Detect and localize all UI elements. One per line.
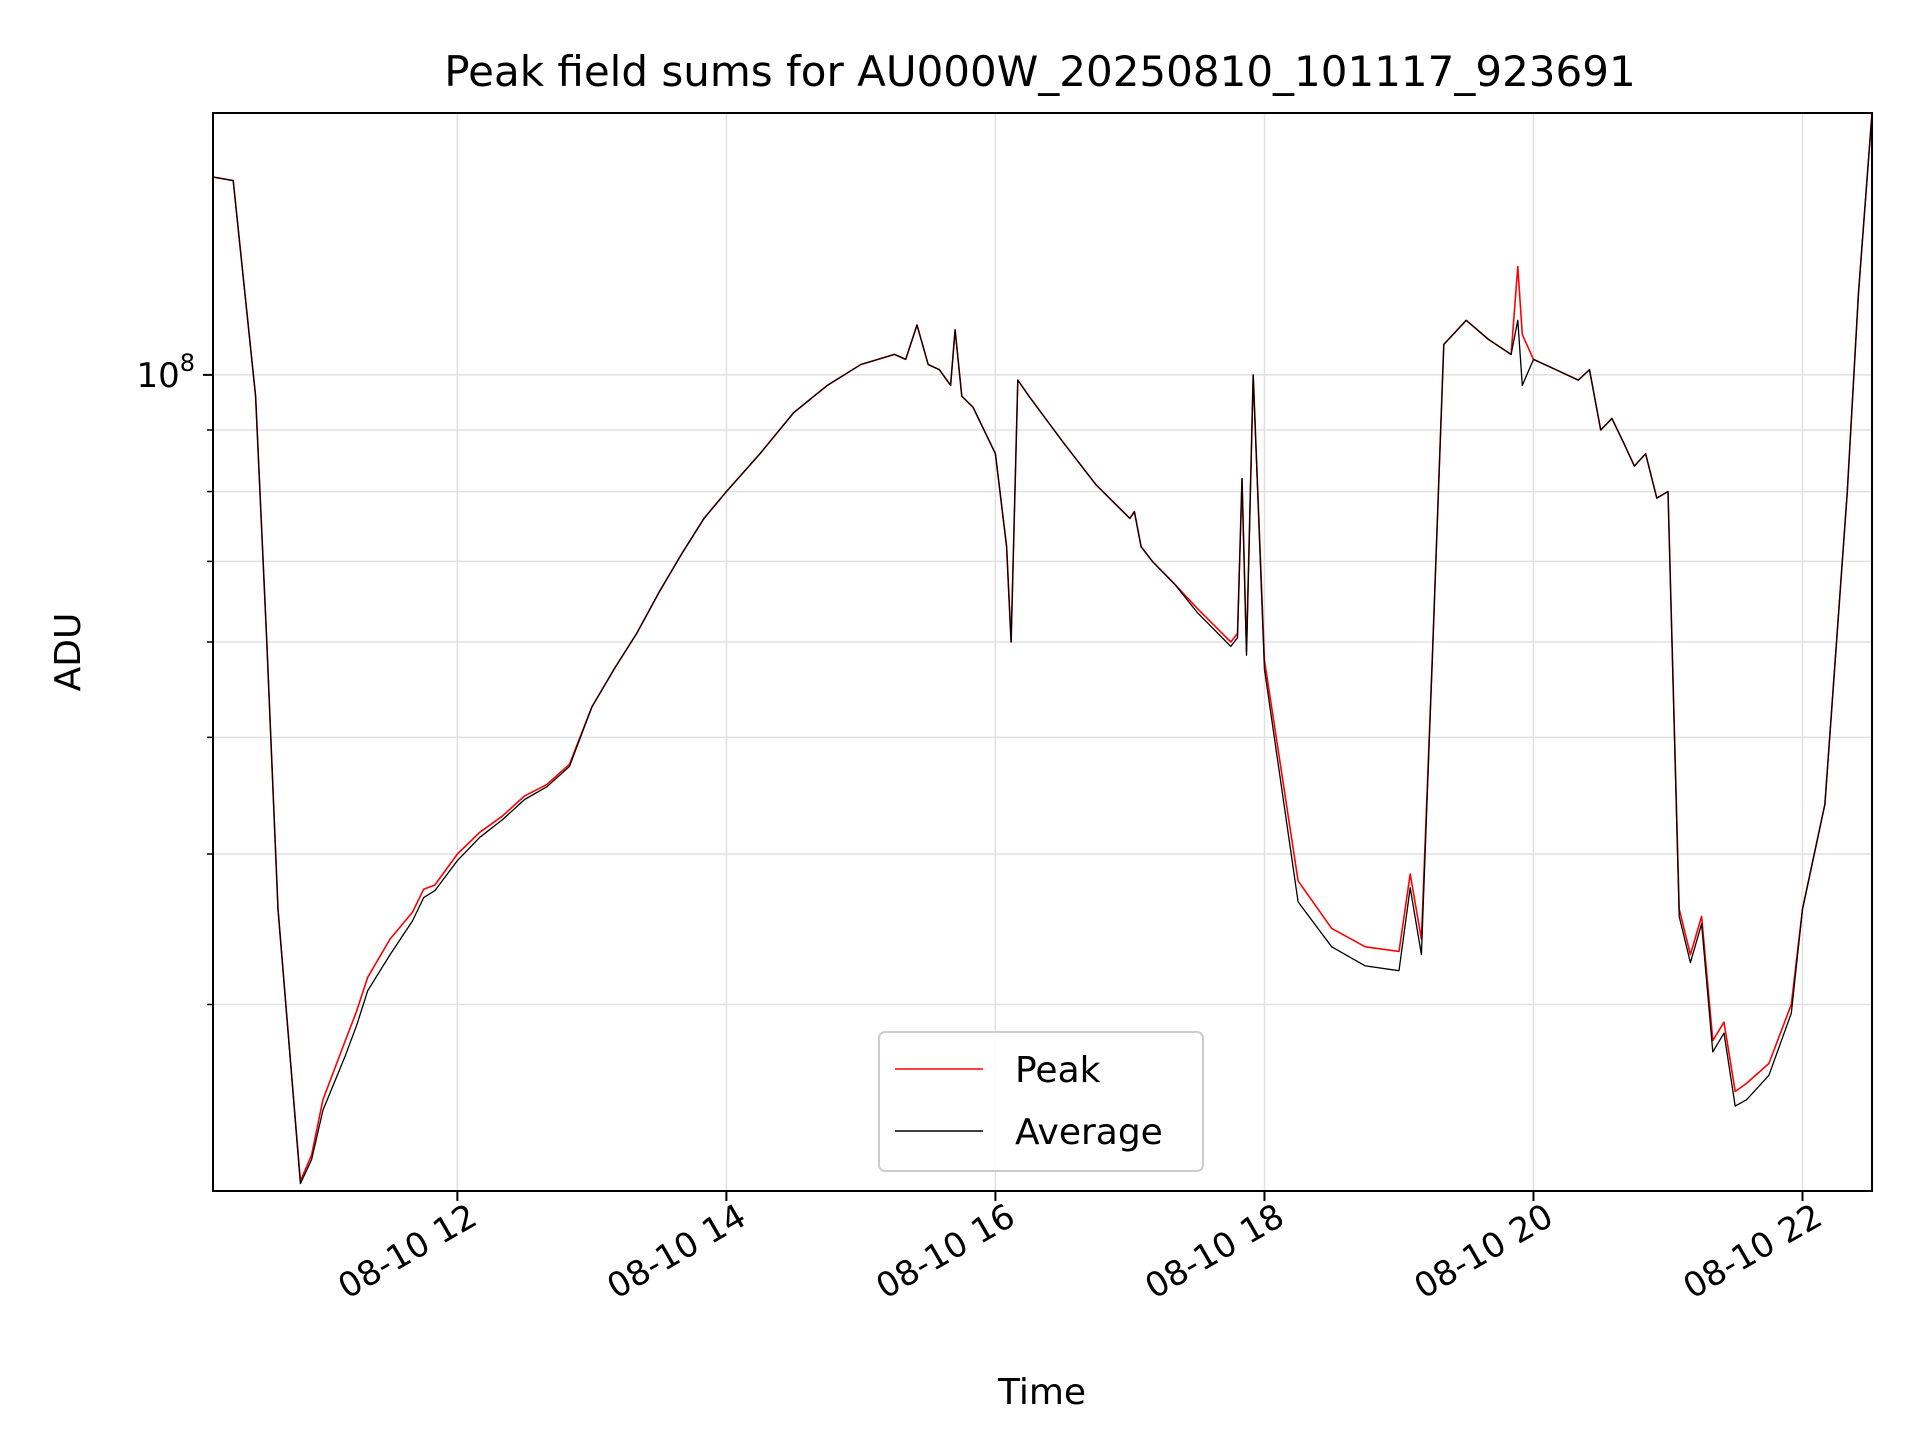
plot-frame bbox=[212, 112, 1873, 1192]
y-axis-label: ADU bbox=[48, 613, 89, 692]
y-axis: 108 bbox=[136, 349, 213, 1006]
legend-label-average: Average bbox=[1015, 1112, 1163, 1153]
chart-title: Peak field sums for AU000W_20250810_1011… bbox=[444, 47, 1635, 96]
grid bbox=[213, 113, 1872, 1191]
series-line-average bbox=[213, 113, 1872, 1185]
x-axis-label: Time bbox=[997, 1372, 1086, 1413]
legend: Peak Average bbox=[878, 1031, 1204, 1172]
legend-label-peak: Peak bbox=[1015, 1050, 1101, 1091]
legend-box bbox=[878, 1031, 1204, 1172]
y-tick-label: 108 bbox=[136, 349, 195, 396]
plot-clip-group bbox=[213, 113, 1872, 1185]
